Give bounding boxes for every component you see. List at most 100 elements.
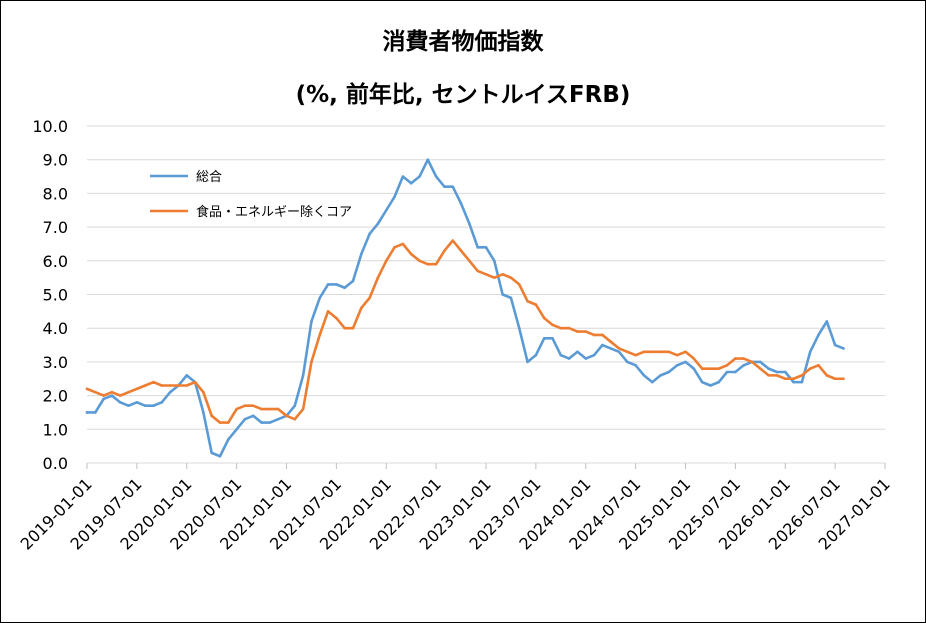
- data-point: [634, 353, 637, 357]
- data-point: [301, 407, 305, 411]
- data-point: [376, 222, 380, 226]
- data-point: [700, 367, 704, 370]
- data-point: [808, 350, 812, 354]
- data-point: [509, 296, 513, 300]
- data-point: [434, 262, 438, 266]
- data-point: [559, 353, 563, 357]
- data-point: [650, 380, 654, 384]
- data-point: [94, 411, 97, 414]
- y-tick-label: 9.0: [43, 151, 68, 170]
- data-point: [227, 438, 230, 441]
- data-point: [343, 286, 346, 290]
- data-point: [709, 367, 712, 370]
- data-point: [833, 377, 837, 381]
- data-point: [85, 387, 89, 391]
- gridlines: [87, 125, 885, 430]
- data-point: [734, 370, 737, 374]
- y-tick-label: 5.0: [43, 286, 68, 305]
- data-point: [451, 185, 455, 188]
- data-point: [775, 374, 779, 377]
- data-point: [384, 208, 388, 212]
- data-point: [700, 380, 704, 384]
- data-point: [160, 401, 164, 404]
- data-point: [667, 370, 671, 374]
- data-point: [351, 326, 355, 330]
- data-point: [185, 374, 189, 377]
- data-point: [626, 350, 629, 354]
- series-line-0: [85, 158, 845, 458]
- data-point: [667, 350, 671, 354]
- data-point: [725, 370, 729, 374]
- data-point: [833, 343, 837, 347]
- legend-label: 総合: [196, 170, 222, 185]
- data-point: [343, 326, 346, 330]
- data-point: [168, 384, 172, 387]
- data-point: [434, 175, 438, 178]
- series-lines: [85, 158, 845, 458]
- data-point: [775, 370, 779, 374]
- data-point: [260, 421, 263, 424]
- data-point: [135, 401, 139, 404]
- data-point: [193, 380, 197, 384]
- data-point: [634, 363, 637, 367]
- data-point: [692, 357, 696, 360]
- data-point: [360, 306, 363, 310]
- data-point: [276, 407, 280, 411]
- data-point: [251, 414, 255, 418]
- data-point: [609, 340, 612, 343]
- data-point: [335, 283, 338, 286]
- data-point: [384, 259, 388, 263]
- y-tick-label: 3.0: [43, 353, 68, 372]
- data-point: [443, 185, 446, 188]
- data-point: [484, 246, 488, 249]
- y-axis-ticks: 0.0 1.0 2.0 3.0 4.0 5.0 6.0 7.0 8.0 9.0 10.0: [32, 117, 68, 473]
- data-point: [227, 421, 230, 424]
- legend-label: 食品・エネルギー除くコア: [196, 204, 352, 220]
- data-point: [551, 337, 554, 340]
- data-point: [326, 310, 330, 313]
- data-point: [218, 454, 222, 458]
- chart-subtitle: (%, 前年比, セントルイスFRB): [295, 82, 631, 108]
- data-point: [534, 303, 538, 306]
- data-point: [767, 367, 770, 370]
- data-point: [759, 360, 762, 364]
- data-point: [684, 360, 687, 364]
- data-point: [601, 343, 604, 347]
- data-point: [783, 370, 787, 374]
- data-point: [368, 232, 371, 236]
- data-point: [650, 350, 654, 354]
- data-point: [501, 293, 504, 296]
- data-point: [767, 374, 770, 377]
- data-point: [742, 357, 745, 360]
- data-point: [792, 377, 795, 381]
- data-point: [493, 259, 496, 263]
- data-point: [318, 296, 322, 300]
- data-point: [85, 411, 89, 414]
- data-point: [360, 252, 363, 256]
- data-point: [409, 181, 413, 185]
- data-point: [842, 377, 845, 381]
- data-point: [817, 363, 820, 367]
- data-point: [534, 353, 538, 357]
- data-point: [459, 249, 463, 252]
- data-point: [251, 404, 255, 408]
- y-tick-label: 10.0: [32, 117, 68, 136]
- data-point: [601, 333, 604, 337]
- data-point: [168, 390, 172, 394]
- series-line-1: [85, 239, 845, 424]
- data-point: [118, 394, 122, 397]
- data-point: [301, 374, 305, 377]
- data-point: [484, 272, 488, 276]
- data-point: [94, 390, 97, 394]
- data-point: [617, 347, 621, 350]
- data-point: [609, 347, 612, 350]
- data-point: [409, 252, 413, 256]
- data-point: [293, 417, 297, 421]
- data-point: [750, 360, 754, 364]
- data-point: [792, 380, 795, 384]
- data-point: [759, 367, 762, 370]
- data-point: [468, 259, 471, 263]
- data-point: [675, 353, 679, 357]
- data-point: [493, 276, 496, 279]
